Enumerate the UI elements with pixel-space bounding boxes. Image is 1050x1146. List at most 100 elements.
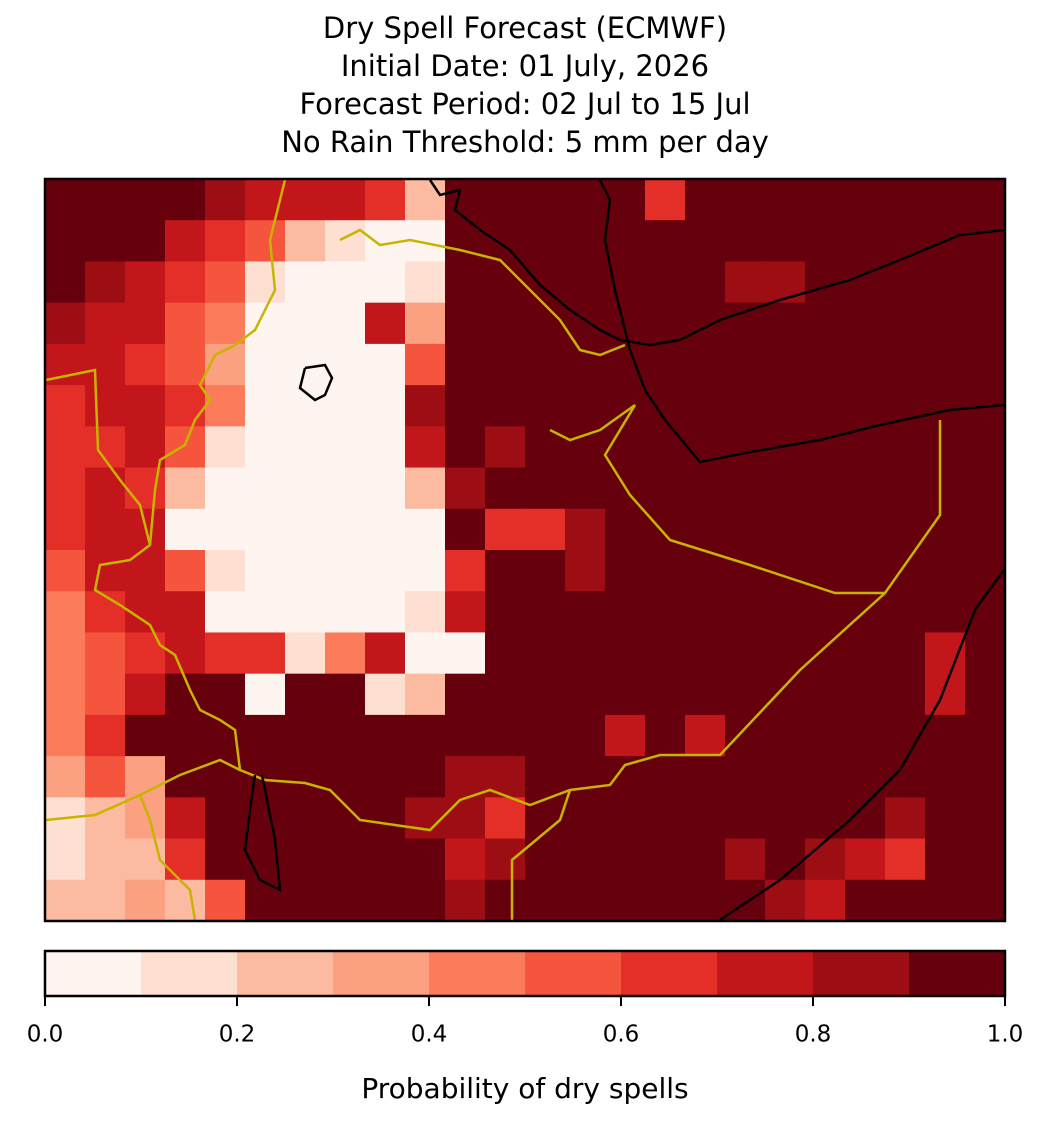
map-cell (765, 673, 806, 716)
map-cell (325, 673, 366, 716)
map-cell (365, 714, 406, 757)
map-cell (925, 385, 966, 427)
map-cell (885, 261, 926, 304)
map-cell (85, 508, 126, 551)
map-cell (165, 550, 206, 592)
map-cell (885, 879, 926, 922)
map-cell (805, 220, 846, 262)
map-cell (845, 385, 886, 427)
map-cell (405, 632, 446, 675)
colorbar-segment (717, 951, 814, 996)
map-cell (565, 756, 606, 798)
map-cell (805, 838, 846, 881)
map-cell (565, 385, 606, 427)
map-cell (965, 467, 1006, 510)
colorbar-tick-label: 0.4 (411, 1022, 448, 1048)
map-cell (765, 508, 806, 551)
map-cell (765, 838, 806, 881)
map-cell (525, 714, 566, 757)
map-cell (165, 838, 206, 881)
map-cell (485, 261, 526, 304)
map-cell (85, 632, 126, 675)
map-cell (725, 632, 766, 675)
map-cell (85, 179, 126, 221)
map-cell (325, 714, 366, 757)
map-cell (725, 879, 766, 922)
map-cell (285, 179, 326, 221)
map-cell (85, 302, 126, 345)
map-cell (445, 302, 486, 345)
map-cell (85, 591, 126, 633)
map-cell (765, 261, 806, 304)
map-cell (805, 756, 846, 798)
map-cell (525, 673, 566, 716)
lake (243, 774, 282, 893)
map-cell (605, 302, 646, 345)
map-cell (285, 550, 326, 592)
chart-title: Dry Spell Forecast (ECMWF) (323, 11, 727, 45)
map-cell (445, 714, 486, 757)
map-cell (285, 467, 326, 510)
chart-title: Forecast Period: 02 Jul to 15 Jul (299, 87, 750, 121)
map-cell (125, 261, 166, 304)
map-cell (805, 343, 846, 386)
map-cell (565, 879, 606, 922)
map-cell (445, 673, 486, 716)
map-cell (965, 550, 1006, 592)
map-cell (725, 673, 766, 716)
map-cell (805, 179, 846, 221)
map-cell (565, 632, 606, 675)
map-cell (485, 385, 526, 427)
map-cell (845, 714, 886, 757)
map-cell (365, 756, 406, 798)
map-cell (765, 756, 806, 798)
map-cell (285, 302, 326, 345)
map-cell (685, 261, 726, 304)
map-cell (845, 179, 886, 221)
map-cell (925, 714, 966, 757)
map-cell (645, 673, 686, 716)
map-cell (965, 591, 1006, 633)
map-cell (85, 220, 126, 262)
map-cell (365, 632, 406, 675)
map-cell (205, 261, 246, 304)
map-cell (485, 632, 526, 675)
map-cell (85, 879, 126, 922)
map-cell (685, 714, 726, 757)
map-cell (285, 879, 326, 922)
map-cell (605, 797, 646, 840)
map-cell (805, 426, 846, 469)
border (549, 403, 885, 595)
map-cell (365, 467, 406, 510)
map-cell (565, 426, 606, 469)
map-cell (205, 879, 246, 922)
map-cell (285, 426, 326, 469)
map-cell (645, 179, 686, 221)
map-cell (885, 302, 926, 345)
map-cell (525, 343, 566, 386)
map-cell (45, 302, 86, 345)
chart-title: No Rain Threshold: 5 mm per day (281, 125, 769, 159)
map-cell (805, 879, 846, 922)
map-cell (725, 343, 766, 386)
map-cell (445, 261, 486, 304)
map-cell (45, 879, 86, 922)
map-cell (645, 591, 686, 633)
map-cell (965, 879, 1006, 922)
map-cell (245, 632, 286, 675)
map-cell (565, 467, 606, 510)
map-cell (85, 343, 126, 386)
map-cell (645, 797, 686, 840)
map-cell (325, 591, 366, 633)
map-cell (965, 179, 1006, 221)
map-cell (85, 467, 126, 510)
map-cell (445, 550, 486, 592)
map-cell (685, 343, 726, 386)
map-cell (405, 467, 446, 510)
map-cell (85, 756, 126, 798)
map-cell (965, 632, 1006, 675)
map-cell (405, 879, 446, 922)
map-cell (525, 756, 566, 798)
map-cell (925, 508, 966, 551)
map-cell (765, 385, 806, 427)
